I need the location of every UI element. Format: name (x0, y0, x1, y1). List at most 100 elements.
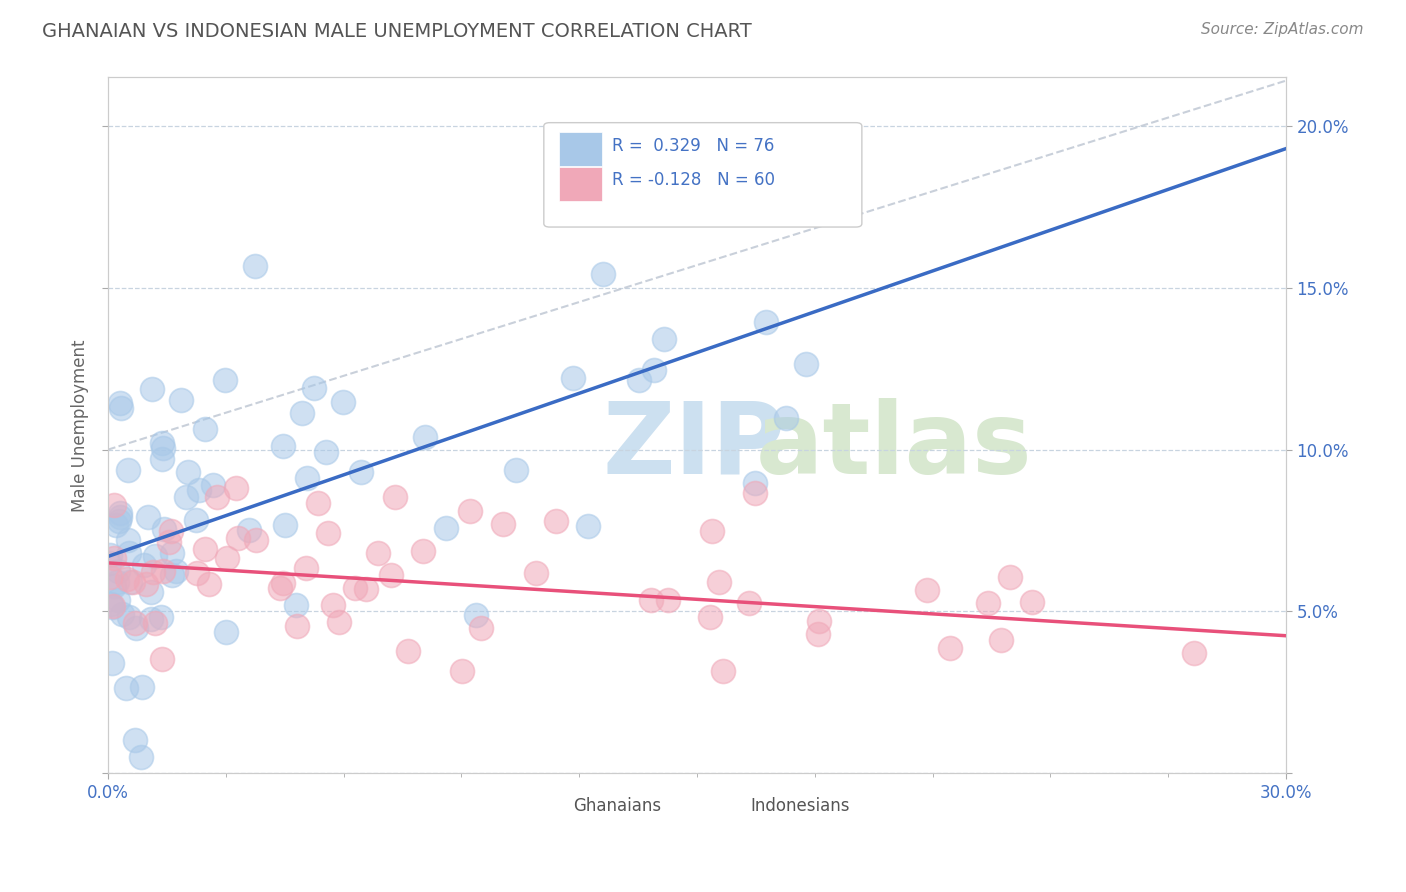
Point (194, 422, 217, 436)
Point (142, 565, 165, 579)
Point (159, 524, 181, 538)
FancyBboxPatch shape (560, 132, 602, 166)
Point (103, 599, 125, 614)
Point (121, 575, 143, 590)
Text: Indonesians: Indonesians (749, 797, 849, 815)
Point (356, 582, 378, 597)
Point (576, 519, 599, 533)
Point (915, 582, 938, 597)
Point (294, 560, 316, 574)
Point (304, 380, 326, 394)
Point (150, 451, 173, 466)
Point (412, 543, 434, 558)
Point (307, 496, 329, 510)
Point (450, 664, 472, 678)
Point (413, 430, 436, 444)
Text: R = -0.128   N = 60: R = -0.128 N = 60 (612, 171, 775, 189)
Point (524, 566, 547, 581)
Point (152, 442, 174, 456)
Point (380, 568, 402, 582)
Point (98, 548, 121, 562)
Point (139, 585, 162, 599)
Point (169, 392, 191, 407)
Point (238, 523, 260, 537)
Point (152, 652, 174, 666)
Point (198, 577, 221, 591)
Point (149, 609, 172, 624)
FancyBboxPatch shape (517, 790, 561, 820)
Point (100, 656, 122, 670)
Point (350, 465, 373, 479)
Point (464, 608, 486, 623)
Point (273, 576, 295, 591)
Point (711, 664, 734, 678)
Point (101, 599, 124, 614)
Point (434, 521, 457, 535)
Point (990, 633, 1012, 648)
Point (100, 597, 122, 611)
Text: atlas: atlas (756, 398, 1032, 495)
Point (160, 546, 183, 560)
Point (1182, 646, 1205, 660)
Point (131, 680, 153, 694)
Point (105, 575, 128, 590)
Point (177, 465, 200, 479)
Point (245, 533, 267, 547)
Point (124, 615, 146, 630)
Point (652, 332, 675, 346)
Point (108, 506, 131, 520)
Point (107, 564, 129, 578)
Point (103, 579, 125, 593)
Point (141, 612, 163, 626)
Point (271, 439, 294, 453)
Point (1021, 595, 1043, 609)
Point (152, 522, 174, 536)
Point (174, 491, 197, 505)
Point (744, 486, 766, 500)
Point (186, 566, 208, 581)
Point (628, 373, 651, 387)
Point (285, 598, 308, 612)
Point (108, 510, 131, 524)
Text: ZIP: ZIP (603, 398, 786, 495)
Point (129, 750, 152, 764)
Point (470, 621, 492, 635)
Point (118, 575, 141, 590)
Point (367, 546, 389, 560)
Point (384, 490, 406, 504)
Point (322, 599, 344, 613)
Point (187, 483, 209, 498)
Point (643, 363, 665, 377)
Point (328, 615, 350, 629)
FancyBboxPatch shape (544, 123, 862, 227)
Point (315, 444, 337, 458)
Point (775, 410, 797, 425)
Point (193, 541, 215, 556)
Point (640, 593, 662, 607)
Point (107, 592, 129, 607)
Point (492, 517, 515, 532)
Point (202, 478, 225, 492)
Point (103, 499, 125, 513)
Point (215, 551, 238, 566)
Point (108, 514, 131, 528)
Point (744, 475, 766, 490)
Point (657, 593, 679, 607)
Point (205, 490, 228, 504)
Text: Source: ZipAtlas.com: Source: ZipAtlas.com (1201, 22, 1364, 37)
Point (269, 581, 291, 595)
Point (143, 549, 166, 563)
Point (700, 524, 723, 538)
Point (976, 596, 998, 610)
Point (124, 733, 146, 747)
Point (104, 518, 127, 533)
Point (755, 315, 778, 329)
Point (738, 596, 761, 610)
Point (124, 621, 146, 635)
Point (707, 574, 730, 589)
Text: R =  0.329   N = 76: R = 0.329 N = 76 (612, 136, 775, 154)
Point (1000, 569, 1022, 583)
Point (938, 640, 960, 655)
Point (110, 401, 132, 416)
Point (118, 610, 141, 624)
